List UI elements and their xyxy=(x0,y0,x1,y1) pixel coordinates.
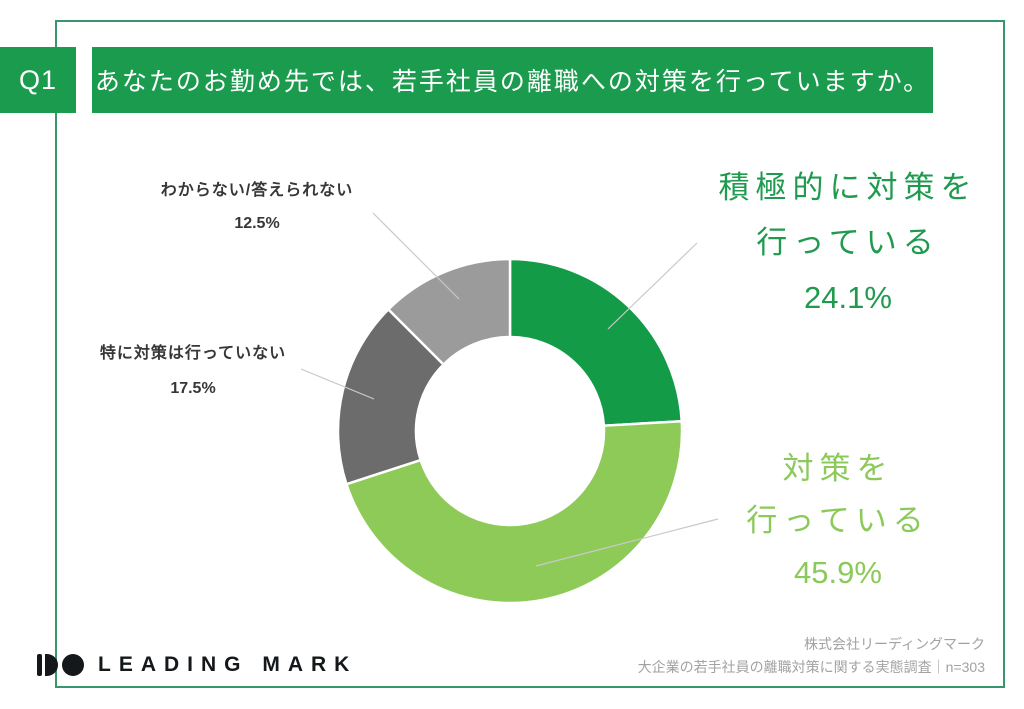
donut-segment-45.9% xyxy=(345,420,684,605)
donut-segment-17.5% xyxy=(336,308,445,486)
label-active-measures: 積極的に対策を 行っている 24.1% xyxy=(698,160,998,325)
label-active-line2: 行っている xyxy=(756,225,940,260)
logo-dot-shape xyxy=(62,654,84,676)
label-unknown: わからない/答えられない 12.5% xyxy=(107,174,407,240)
leader-line-no-measures xyxy=(300,368,375,400)
leader-line-active-measures xyxy=(607,242,698,330)
label-no-measures-text: 特に対策は行っていない xyxy=(99,345,287,362)
leader-line-doing-measures xyxy=(535,518,719,567)
page-border-frame xyxy=(55,20,1005,688)
question-number-label: Q1 xyxy=(18,64,58,95)
label-unknown-text: わからない/答えられない xyxy=(160,182,354,199)
question-text: あなたのお勤め先では、若手社員の離職への対策を行っていますか。 xyxy=(94,68,931,96)
donut-segment-12.5% xyxy=(387,257,512,366)
leader-line-unknown xyxy=(372,212,460,300)
label-doing-line2: 行っている xyxy=(746,503,930,538)
question-number-badge: Q1 xyxy=(0,47,76,113)
company-name: 株式会社リーディングマーク xyxy=(803,636,985,652)
label-active-percent: 24.1% xyxy=(804,280,892,315)
logo-bar-shape xyxy=(37,654,42,676)
logo-d-shape xyxy=(45,654,58,676)
donut-segment-24.1% xyxy=(508,257,683,427)
label-doing-measures: 対策を 行っている 45.9% xyxy=(688,443,988,599)
leading-mark-logo: LEADING MARK xyxy=(37,649,357,681)
leading-mark-logo-icon xyxy=(37,653,84,677)
logo-wordmark: LEADING MARK xyxy=(98,653,358,676)
question-banner: あなたのお勤め先では、若手社員の離職への対策を行っていますか。 xyxy=(92,47,933,113)
survey-note: 大企業の若手社員の離職対策に関する実態調査｜n=303 xyxy=(637,659,985,675)
label-unknown-percent: 12.5% xyxy=(234,215,280,232)
donut-slices xyxy=(336,257,684,605)
survey-credit: 株式会社リーディングマーク 大企業の若手社員の離職対策に関する実態調査｜n=30… xyxy=(638,633,985,679)
label-active-line1: 積極的に対策を xyxy=(718,170,978,205)
label-no-measures: 特に対策は行っていない 17.5% xyxy=(43,336,343,406)
label-no-measures-percent: 17.5% xyxy=(170,380,216,397)
label-doing-line1: 対策を xyxy=(782,451,894,486)
label-doing-percent: 45.9% xyxy=(794,555,882,590)
